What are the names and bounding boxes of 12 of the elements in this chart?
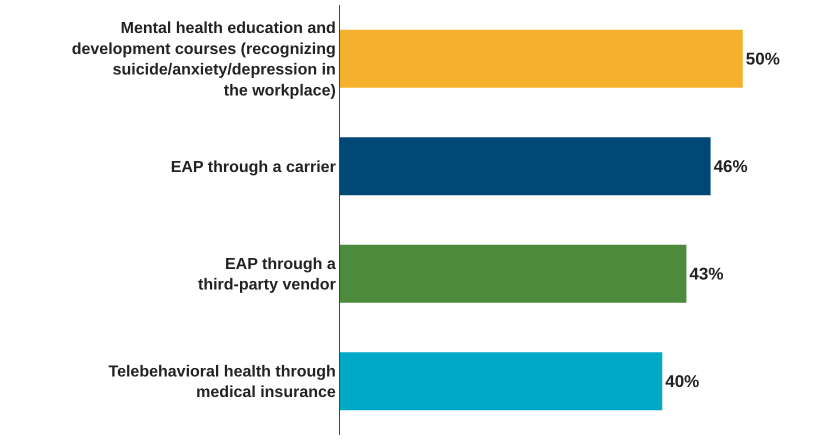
bar <box>340 30 743 88</box>
y-tick-label: EAP through a third-party vendor <box>198 256 336 294</box>
data-label: 50% <box>746 49 780 68</box>
bar <box>340 352 662 410</box>
data-label: 40% <box>665 372 700 391</box>
y-tick-label: EAP through a carrier <box>170 158 336 176</box>
data-label: 43% <box>689 264 724 284</box>
y-tick-label: Telebehavioral health through medical insurance <box>108 363 336 402</box>
data-label: 46% <box>714 156 748 176</box>
bar <box>340 137 711 196</box>
y-tick-label: Mental health education and development courses (recognizing suicide/anxiety/depression in the workplace) <box>72 20 336 100</box>
bar <box>340 244 686 303</box>
